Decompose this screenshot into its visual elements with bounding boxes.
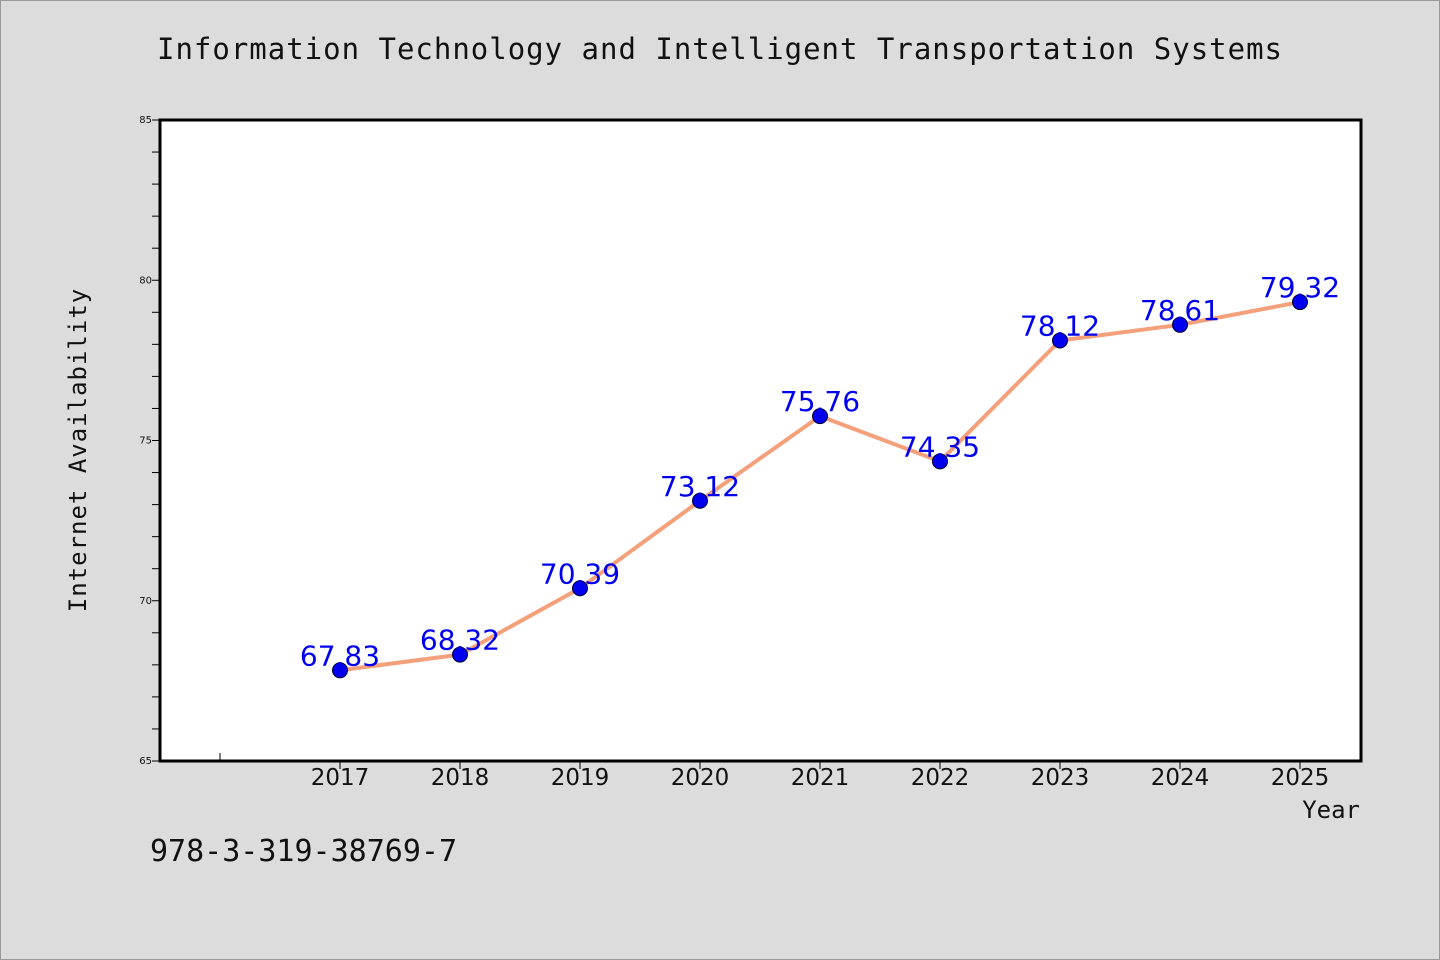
y-tick-label: 80 [139, 275, 152, 286]
chart-title: Information Technology and Intelligent T… [156, 32, 1284, 66]
data-point [1052, 332, 1068, 349]
x-tick-label: 2019 [551, 765, 610, 791]
x-tick-label: 2024 [1151, 765, 1210, 791]
footer-code: 978-3-319-38769-7 [150, 834, 458, 869]
data-label: 70.39 [540, 557, 620, 590]
data-label: 78.12 [1020, 310, 1100, 343]
x-axis-label: Year [1302, 796, 1360, 824]
data-label: 68.32 [420, 624, 500, 657]
x-axis: 2017 2018 2019 2020 2021 2022 2023 2024 2025 [219, 753, 1330, 791]
data-point [692, 492, 708, 509]
x-tick-label: 2021 [791, 765, 850, 791]
x-tick-label: 2023 [1031, 765, 1090, 791]
y-tick-label: 85 [139, 115, 152, 126]
x-tick-label: 2020 [671, 765, 730, 791]
x-tick-label: 2025 [1271, 765, 1330, 791]
data-point [332, 662, 348, 679]
data-point [572, 580, 588, 597]
x-tick-label: 2022 [911, 765, 970, 791]
x-tick-label: 2017 [311, 765, 370, 791]
y-axis: 65 70 75 80 85 [139, 115, 160, 767]
data-label: 74.35 [900, 430, 980, 463]
data-point [452, 646, 468, 663]
plot-area [158, 118, 1363, 763]
y-tick-label: 75 [139, 436, 152, 447]
data-label: 79.32 [1260, 271, 1340, 304]
y-tick-label: 65 [139, 756, 152, 767]
x-tick-label: 2018 [431, 765, 490, 791]
data-point [932, 453, 948, 470]
data-label: 73.12 [660, 470, 740, 503]
data-point [812, 408, 828, 425]
data-label: 78.61 [1140, 294, 1220, 327]
series-layer: 67.83 68.32 70.39 73.12 75.76 74.35 78.12 78.61… [300, 271, 1340, 679]
data-point [1172, 316, 1188, 333]
y-tick-label: 70 [139, 596, 152, 607]
data-point [1292, 294, 1308, 311]
data-label: 75.76 [780, 385, 860, 418]
data-label: 67.83 [300, 639, 380, 672]
